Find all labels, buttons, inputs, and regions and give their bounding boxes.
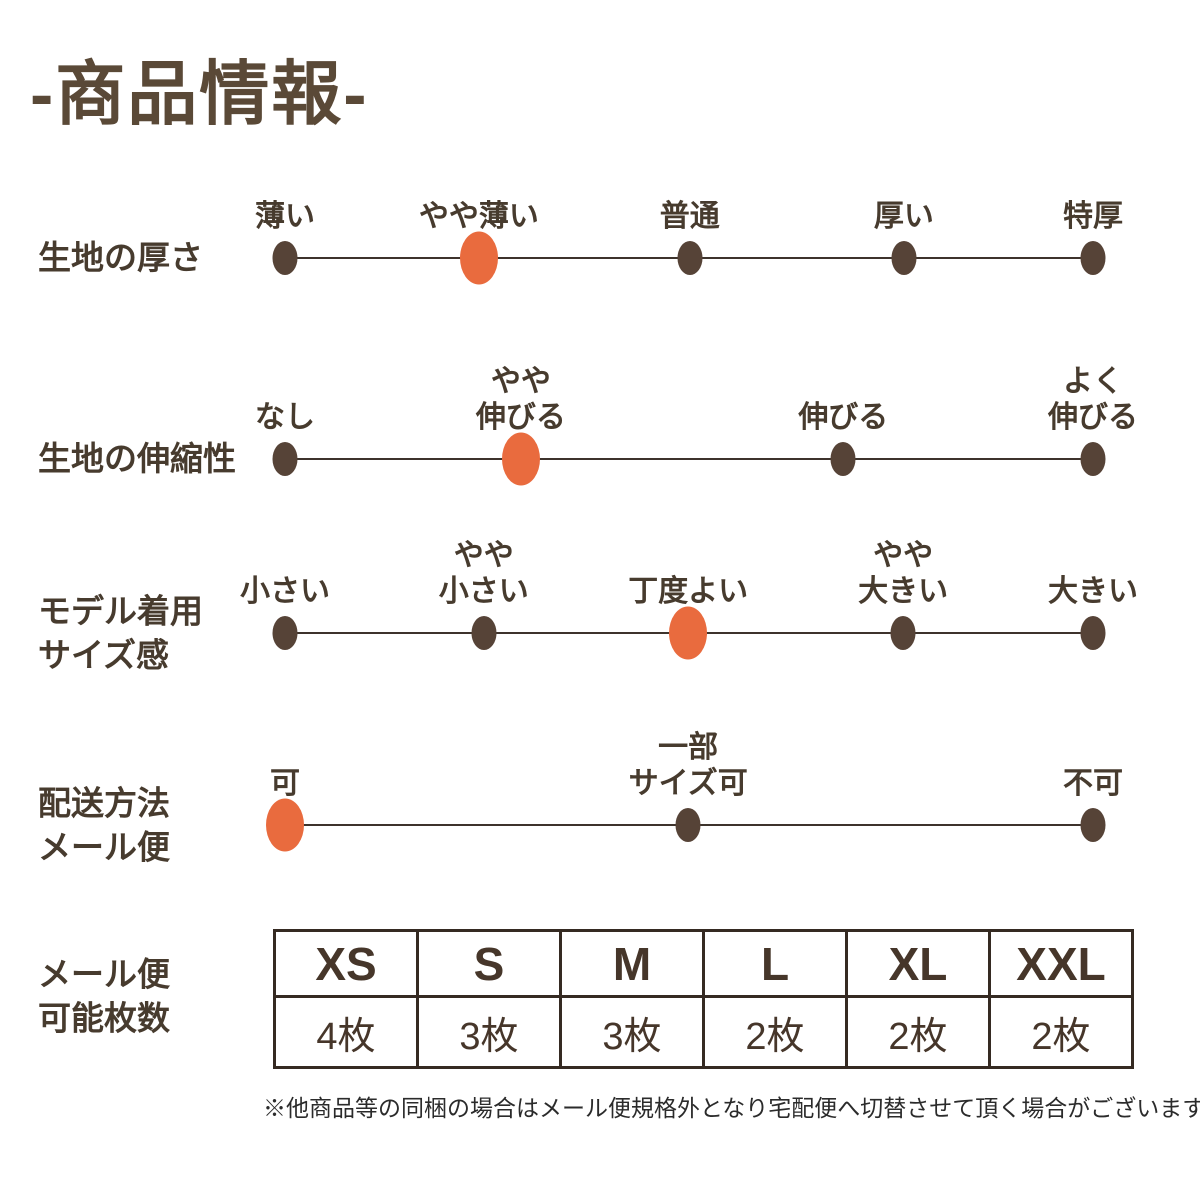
size-count-cell: 3枚	[559, 995, 705, 1069]
size-count-cell: 2枚	[845, 995, 991, 1069]
scale-dot	[677, 241, 703, 275]
scale-dot	[1080, 241, 1106, 275]
scale-point-label: よく 伸びる	[1048, 365, 1138, 434]
scale-dot	[675, 808, 701, 842]
scale-point-label: 可	[270, 766, 300, 800]
size-header-cell: L	[702, 929, 848, 998]
scale-row-label-size-feel: モデル着用 サイズ感	[38, 592, 203, 673]
scale-dot-selected	[266, 798, 304, 852]
scale-dot	[890, 616, 916, 650]
scale-point-label: やや薄い	[418, 199, 539, 233]
scale-point-label: やや 伸びる	[475, 365, 566, 434]
scale-dot	[272, 616, 298, 650]
scale-row-label-stretch: 生地の伸縮性	[38, 440, 236, 478]
scale-dot	[1080, 808, 1106, 842]
scale-dot	[471, 616, 497, 650]
scale-point-label: やや 小さい	[438, 539, 529, 608]
size-count-cell: 2枚	[702, 995, 848, 1069]
scale-row-label-thickness: 生地の厚さ	[38, 239, 203, 277]
scale-point-label: 薄い	[255, 199, 315, 233]
scale-point-label: 普通	[659, 199, 720, 233]
mail-quantity-table: XS S M L XL XXL 4枚 3枚 3枚 2枚 2枚 2枚	[273, 929, 1134, 1069]
scale-line	[285, 458, 1093, 460]
size-count-cell: 4枚	[273, 995, 419, 1069]
scale-dot-selected	[459, 231, 498, 285]
scale-row-label-mail-delivery: 配送方法 メール便	[38, 784, 170, 865]
scale-point-label: 一部 サイズ可	[628, 731, 748, 800]
mail-table-label: メール便 可能枚数	[38, 955, 170, 1036]
scale-point-label: 伸びる	[798, 400, 889, 434]
scale-dot	[1080, 442, 1106, 476]
scale-point-label: 小さい	[240, 574, 330, 608]
scale-point-label: 大きい	[1048, 574, 1138, 608]
scale-point-label: 不可	[1063, 766, 1123, 800]
size-count-cell: 2枚	[988, 995, 1134, 1069]
scale-dot	[891, 241, 917, 275]
size-count-row: 4枚 3枚 3枚 2枚 2枚 2枚	[273, 995, 1134, 1069]
size-header-cell: XXL	[988, 929, 1134, 998]
scale-point-label: 特厚	[1063, 199, 1123, 233]
size-header-row: XS S M L XL XXL	[273, 929, 1134, 998]
size-header-cell: XL	[845, 929, 991, 998]
page-title: -商品情報-	[30, 55, 369, 133]
size-header-cell: M	[559, 929, 705, 998]
scale-point-label: なし	[255, 400, 315, 434]
size-header-cell: XS	[273, 929, 419, 998]
scale-dot-selected	[669, 606, 708, 660]
size-count-cell: 3枚	[416, 995, 562, 1069]
scale-point-label: やや 大きい	[858, 539, 949, 608]
scale-dot-selected	[501, 432, 540, 486]
scale-point-label: 丁度よい	[628, 574, 749, 608]
scale-dot	[272, 442, 298, 476]
scale-dot	[830, 442, 856, 476]
footnote: ※他商品等の同梱の場合はメール便規格外となり宅配便へ切替させて頂く場合がございま…	[263, 1095, 1200, 1121]
scale-point-label: 厚い	[873, 199, 934, 233]
scale-dot	[1080, 616, 1106, 650]
size-header-cell: S	[416, 929, 562, 998]
scale-dot	[272, 241, 298, 275]
